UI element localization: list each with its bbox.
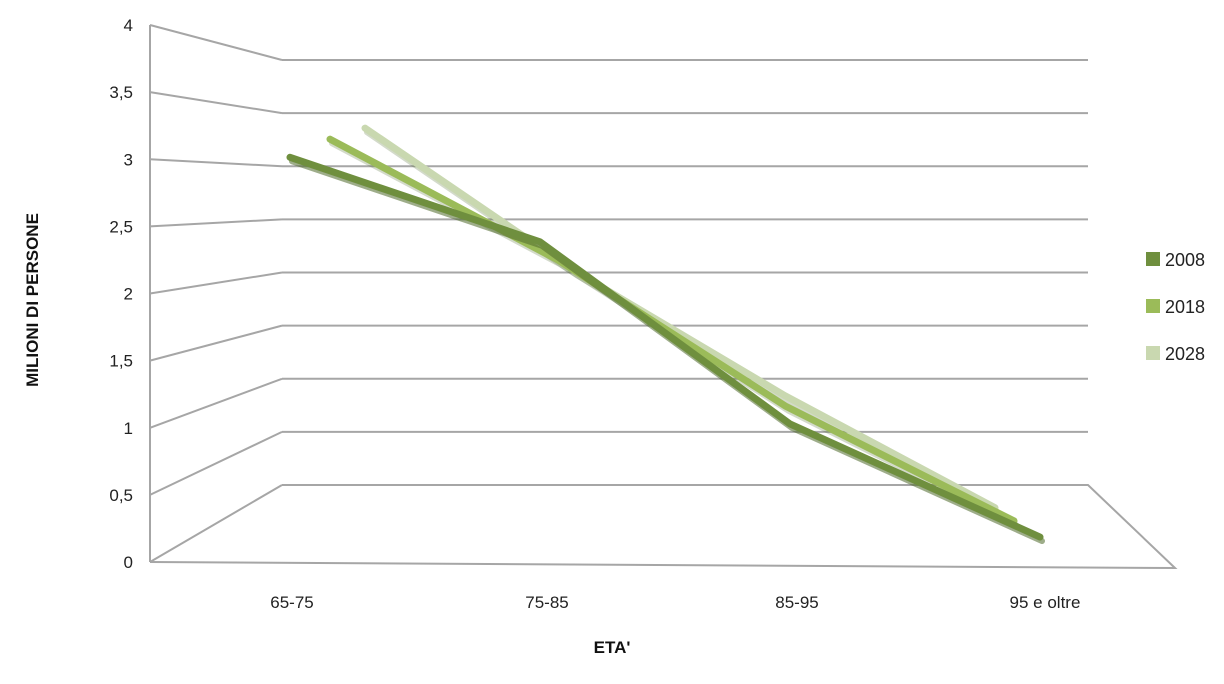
y-axis-title: MILIONI DI PERSONE [23,213,42,387]
legend-label-2018: 2018 [1165,297,1205,317]
x-tick-label: 95 e oltre [1010,593,1081,612]
legend-swatch-2028 [1146,346,1160,360]
gridline-side [149,158,283,168]
y-tick-label: 1,5 [109,352,133,371]
y-tick-label: 1 [124,419,133,438]
gridline-side [149,324,283,362]
legend-swatch-2018 [1146,299,1160,313]
y-tick-label: 2 [124,285,133,304]
series-line-2018 [326,135,1018,525]
gridlines [149,24,1178,570]
legend-label-2008: 2008 [1165,250,1205,270]
gridline-side [149,430,283,496]
y-tick-label: 3,5 [109,83,133,102]
x-tick-label: 85-95 [775,593,818,612]
x-tick-labels: 65-75 75-85 85-95 95 e oltre [270,593,1080,612]
y-tick-label: 3 [124,150,133,169]
y-tick-label: 4 [124,16,133,35]
gridline-side [149,484,283,563]
gridline-side [149,218,283,228]
gridline-side [149,377,283,429]
series-line-2028 [361,124,999,512]
y-tick-label: 0,5 [109,486,133,505]
y-tick-label: 2,5 [109,217,133,236]
x-axis-title: ETA' [594,638,631,657]
floor-outline [149,484,1178,570]
legend-swatch-2008 [1146,252,1160,266]
gridline-side [149,24,283,61]
legend-label-2028: 2028 [1165,344,1205,364]
legend: 2008 2018 2028 [1146,250,1205,364]
gridline-side [149,271,283,295]
y-tick-labels: 0 0,5 1 1,5 2 2,5 3 3,5 4 [109,16,133,572]
series-line-2008 [286,153,1044,541]
y-tick-label: 0 [124,553,133,572]
x-tick-label: 65-75 [270,593,313,612]
x-tick-label: 75-85 [525,593,568,612]
series-lines [286,124,1045,545]
gridline-side [149,91,283,115]
